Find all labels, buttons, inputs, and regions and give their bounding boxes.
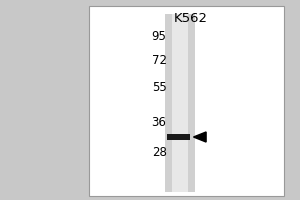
Text: 72: 72 — [152, 54, 166, 68]
Polygon shape — [194, 132, 206, 142]
Text: 95: 95 — [152, 30, 166, 44]
Text: 28: 28 — [152, 146, 166, 160]
Bar — [165, 14, 195, 192]
Text: K562: K562 — [173, 12, 208, 25]
Text: 36: 36 — [152, 116, 166, 130]
Bar — [172, 14, 188, 192]
Text: 55: 55 — [152, 81, 167, 94]
Bar — [167, 134, 190, 140]
Bar — [88, 6, 284, 196]
